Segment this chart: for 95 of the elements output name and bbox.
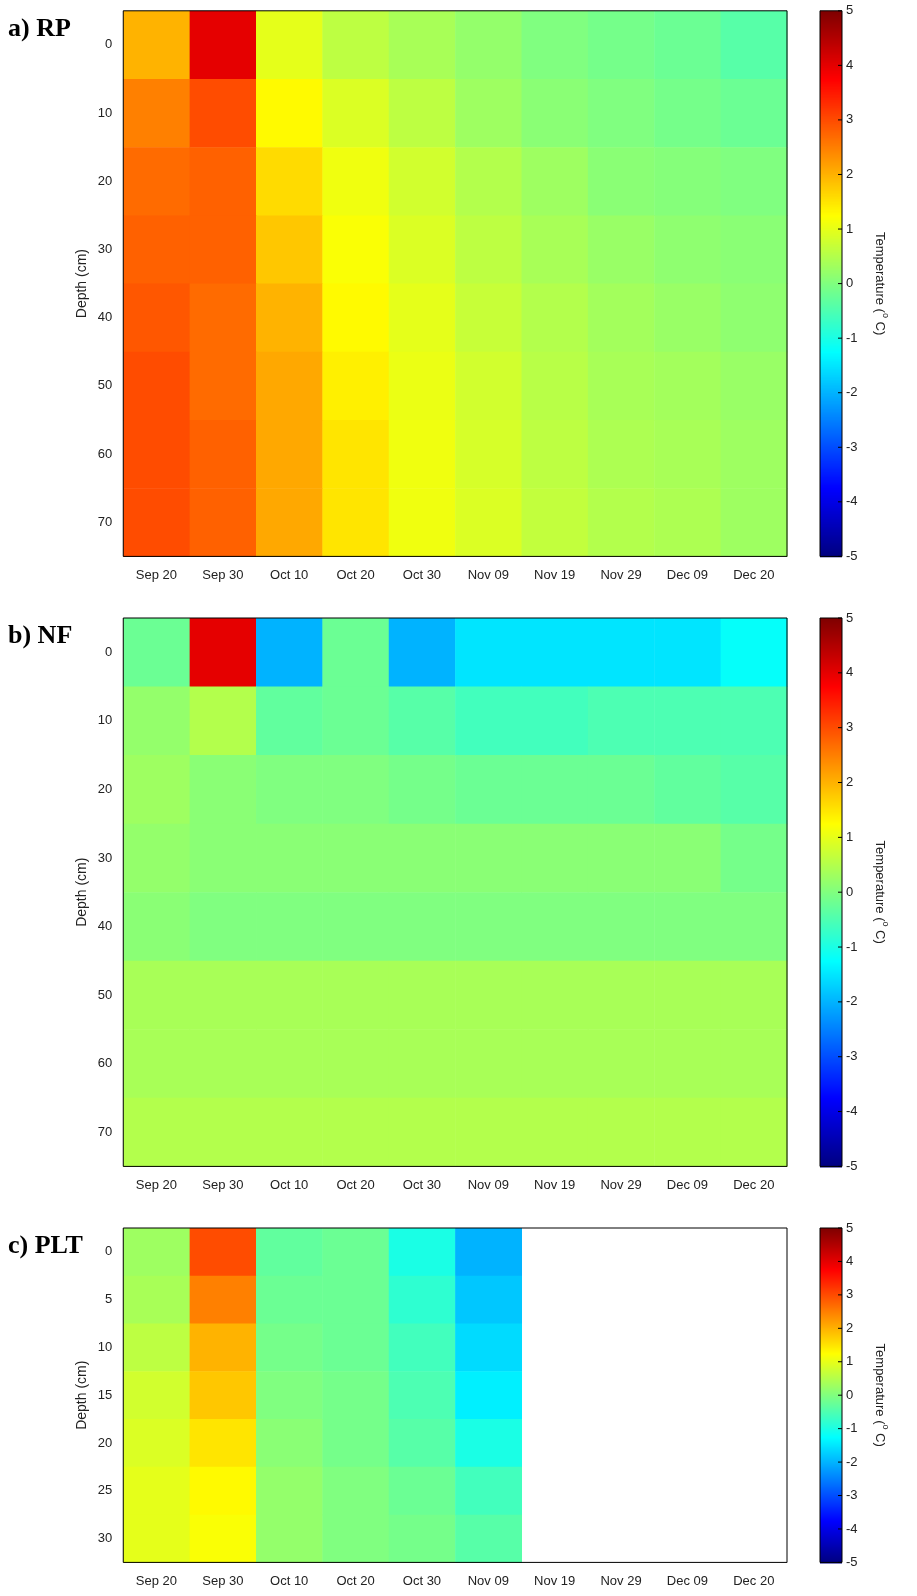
x-tick-label: Nov 09 xyxy=(467,1572,509,1588)
y-tick-label: 50 xyxy=(97,377,113,393)
y-tick-label: 10 xyxy=(97,1339,113,1355)
y-tick-label: 30 xyxy=(97,849,113,865)
color-bar-label: -4 xyxy=(846,1520,858,1536)
color-bar-label: -2 xyxy=(846,993,858,1009)
y-tick-label: 70 xyxy=(97,1123,113,1139)
color-bar-label: 4 xyxy=(846,56,854,72)
x-tick-label: Sep 30 xyxy=(202,1572,244,1588)
color-bar-label: -2 xyxy=(846,384,858,400)
x-tick-label: Dec 20 xyxy=(733,566,775,582)
y-tick-label: 0 xyxy=(105,643,113,659)
color-bar-label: -3 xyxy=(846,438,858,454)
color-bar-label: 0 xyxy=(846,275,854,291)
y-axis-title: Depth (cm) xyxy=(73,248,90,319)
x-tick-label: Dec 09 xyxy=(666,1572,709,1588)
color-bar-label: -2 xyxy=(846,1453,858,1469)
x-tick-label: Nov 09 xyxy=(467,1176,509,1192)
x-tick-label: Sep 20 xyxy=(135,1176,178,1192)
color-bar-title: Temperature (o C) xyxy=(873,1343,891,1447)
color-bar-label: -1 xyxy=(846,329,858,345)
color-bar-title: Temperature (o C) xyxy=(873,840,891,944)
y-tick-label: 0 xyxy=(105,36,113,52)
x-tick-label: Nov 29 xyxy=(600,1572,642,1588)
color-bar-label: -1 xyxy=(846,1420,858,1436)
chart-title: c) PLT xyxy=(8,1229,83,1259)
x-tick-label: Sep 30 xyxy=(202,566,244,582)
x-tick-label: Dec 20 xyxy=(733,1572,775,1588)
x-tick-label: Oct 20 xyxy=(336,1572,375,1588)
x-tick-label: Nov 19 xyxy=(534,1176,576,1192)
color-bar-label: 5 xyxy=(846,2,854,18)
color-bar-label: 2 xyxy=(846,166,854,182)
color-bar-label: 3 xyxy=(846,719,854,735)
color-bar-label: -3 xyxy=(846,1487,858,1503)
color-bar-label: -4 xyxy=(846,493,858,509)
x-tick-label: Dec 09 xyxy=(666,1176,709,1192)
color-bar-label: -5 xyxy=(846,1553,858,1569)
x-tick-label: Oct 10 xyxy=(270,1572,309,1588)
y-tick-label: 5 xyxy=(105,1291,113,1307)
y-tick-label: 20 xyxy=(97,780,113,796)
color-bar-label: 2 xyxy=(846,774,854,790)
x-tick-label: Nov 19 xyxy=(534,1572,576,1588)
y-tick-label: 30 xyxy=(97,1530,113,1546)
color-bar-label: 0 xyxy=(846,1386,854,1402)
color-bar-label: -5 xyxy=(846,547,858,563)
x-tick-label: Sep 30 xyxy=(202,1176,244,1192)
x-tick-label: Oct 30 xyxy=(402,1176,442,1192)
y-tick-label: 40 xyxy=(97,918,113,934)
color-bar-label: -5 xyxy=(846,1157,858,1173)
x-tick-label: Oct 20 xyxy=(336,566,375,582)
y-tick-label: 60 xyxy=(97,445,113,461)
color-bar-label: -3 xyxy=(846,1048,858,1064)
color-bar-label: 1 xyxy=(846,828,854,844)
x-tick-label: Oct 10 xyxy=(270,566,309,582)
color-bar-label: 4 xyxy=(846,1253,854,1269)
x-tick-label: Dec 20 xyxy=(733,1176,775,1192)
color-bar-label: 3 xyxy=(846,1286,854,1302)
color-bar-label: 5 xyxy=(846,1219,854,1235)
color-bar-label: 3 xyxy=(846,111,854,127)
color-bar-label: 1 xyxy=(846,220,854,236)
x-tick-label: Oct 10 xyxy=(270,1176,309,1192)
y-tick-label: 70 xyxy=(97,513,113,529)
x-tick-label: Nov 09 xyxy=(467,566,509,582)
color-bar-label: 5 xyxy=(846,609,854,625)
y-axis-title: Depth (cm) xyxy=(73,857,90,927)
y-tick-label: 30 xyxy=(97,241,113,257)
x-tick-label: Oct 30 xyxy=(402,566,442,582)
y-tick-label: 40 xyxy=(97,309,113,325)
x-tick-label: Oct 20 xyxy=(336,1176,375,1192)
x-tick-label: Nov 19 xyxy=(534,566,576,582)
x-tick-label: Nov 29 xyxy=(600,1176,642,1192)
y-tick-label: 0 xyxy=(105,1243,113,1259)
color-bar-label: 4 xyxy=(846,664,854,680)
chart-title: b) NF xyxy=(8,619,73,649)
chart-title: a) RP xyxy=(8,12,71,42)
color-bar-label: 1 xyxy=(846,1353,854,1369)
x-tick-label: Dec 09 xyxy=(666,566,709,582)
color-bar-label: 0 xyxy=(846,883,854,899)
y-tick-label: 50 xyxy=(97,986,113,1002)
color-bar-label: -1 xyxy=(846,938,858,954)
color-bar-title: Temperature (o C) xyxy=(873,231,891,336)
color-bar-label: -4 xyxy=(846,1103,858,1119)
x-tick-label: Sep 20 xyxy=(135,1572,178,1588)
x-tick-label: Nov 29 xyxy=(600,566,642,582)
color-bar-label: 2 xyxy=(846,1319,854,1335)
y-tick-label: 10 xyxy=(97,104,113,120)
y-tick-label: 20 xyxy=(97,1434,113,1450)
y-tick-label: 20 xyxy=(97,172,113,188)
y-tick-label: 10 xyxy=(97,712,113,728)
y-tick-label: 60 xyxy=(97,1055,113,1071)
y-tick-label: 15 xyxy=(97,1386,113,1402)
y-axis-title: Depth (cm) xyxy=(73,1360,90,1430)
y-tick-label: 25 xyxy=(97,1482,113,1498)
x-tick-label: Oct 30 xyxy=(402,1572,442,1588)
x-tick-label: Sep 20 xyxy=(135,566,178,582)
